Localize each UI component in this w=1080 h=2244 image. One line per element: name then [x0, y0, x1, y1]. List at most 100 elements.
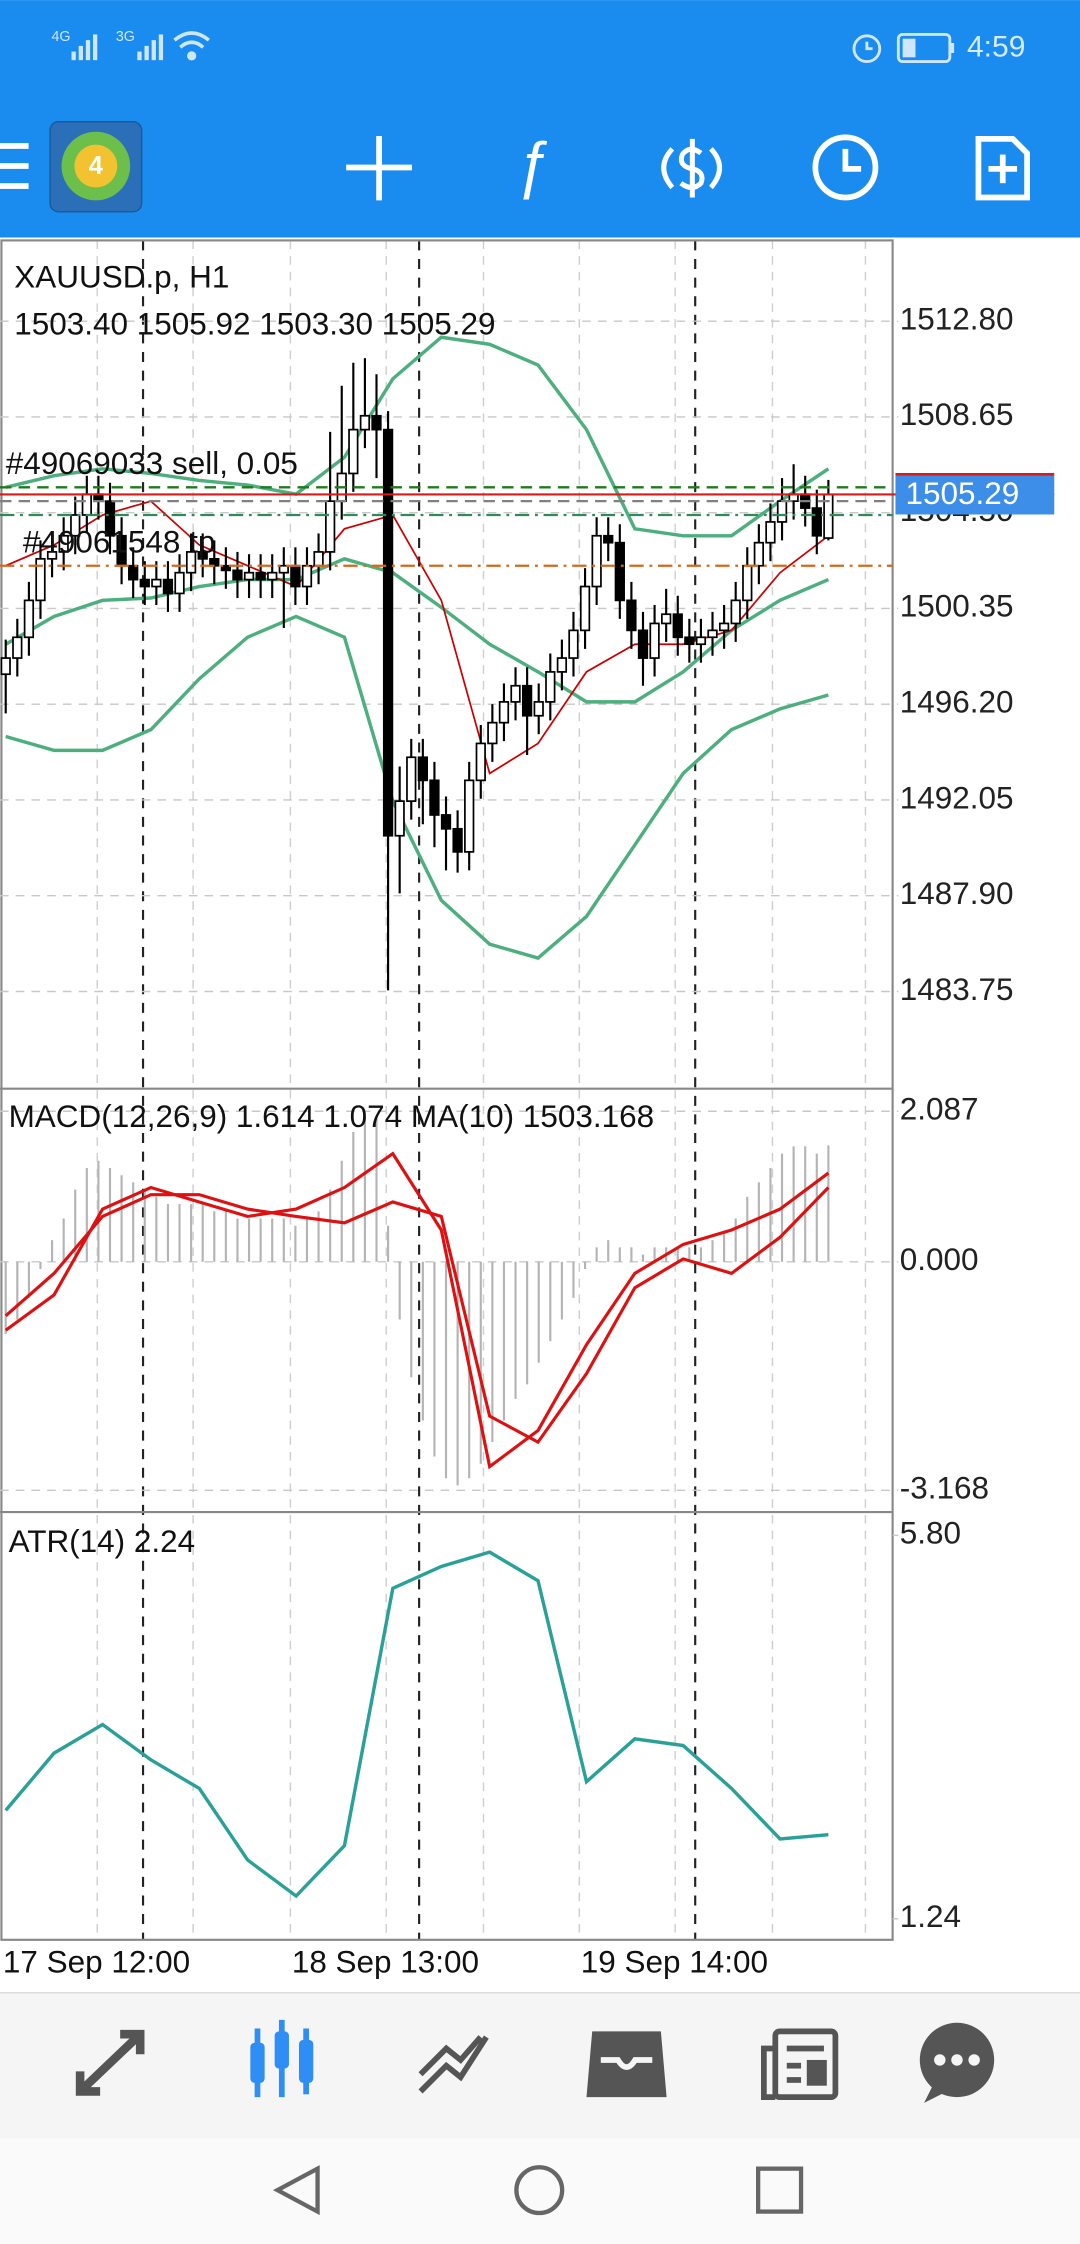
candle-body — [579, 585, 591, 632]
y-tick-label: 1.24 — [900, 1899, 961, 1934]
candle-body — [151, 578, 162, 588]
trade-tab[interactable] — [418, 2035, 489, 2094]
history-tab[interactable] — [586, 2031, 667, 2098]
candle-body — [382, 428, 394, 837]
indicator-line — [4, 1550, 829, 1899]
indicator-line — [5, 335, 830, 538]
candle-body — [301, 564, 313, 588]
candle-body — [232, 569, 243, 581]
candle-body — [185, 551, 197, 574]
trade-button[interactable] — [661, 138, 723, 198]
clock: 4:59 — [967, 31, 1025, 64]
y-tick-label: 1487.90 — [900, 876, 1014, 911]
indicators-button[interactable]: ƒ — [515, 130, 550, 200]
chat-tab[interactable] — [919, 2022, 995, 2103]
candle-body — [603, 534, 614, 544]
y-tick-label: 1500.35 — [900, 589, 1014, 624]
y-tick-label: 2.087 — [900, 1092, 979, 1127]
candle-body — [684, 636, 695, 646]
candle-body — [278, 564, 289, 574]
macd-line — [4, 1151, 830, 1470]
chart-title: XAUUSD.p, H1 — [14, 259, 229, 294]
chart-subtitle: 1503.40 1505.92 1503.30 1505.29 — [14, 307, 495, 342]
order-label: #49061548 tp — [23, 525, 216, 560]
app-logo[interactable]: 4 — [49, 120, 143, 213]
candle-body — [707, 629, 718, 639]
chart-area — [0, 237, 1080, 1993]
candle-body — [58, 534, 69, 553]
candle-body — [220, 564, 232, 572]
y-tick-label: 1496.20 — [900, 685, 1014, 720]
candle-body — [174, 571, 185, 595]
candle-body — [614, 541, 625, 602]
candle-body — [429, 779, 440, 816]
candle-body — [672, 613, 683, 639]
candle-body — [255, 571, 266, 581]
candle-body — [510, 684, 521, 703]
y-tick-label: -3.168 — [900, 1471, 989, 1506]
candle-body — [0, 657, 11, 676]
back-button[interactable] — [272, 2165, 320, 2216]
candle-body — [464, 779, 475, 853]
svg-text:4: 4 — [89, 152, 104, 180]
candle-body — [661, 613, 672, 625]
network-label: 4G — [51, 29, 70, 45]
candle-body — [128, 564, 139, 581]
candle-body — [70, 514, 81, 537]
candle-body — [35, 557, 46, 602]
candle-body — [626, 599, 637, 632]
candle-body — [730, 599, 741, 625]
candle-body — [267, 571, 278, 581]
network-label: 3G — [116, 29, 135, 45]
menu-button[interactable] — [0, 143, 29, 189]
y-tick-label: 1492.05 — [900, 780, 1014, 815]
quotes-tab[interactable] — [75, 2029, 145, 2096]
macd-line — [4, 1186, 830, 1445]
candle-body — [498, 701, 510, 724]
candle-body — [452, 827, 463, 853]
candle-body — [776, 500, 788, 523]
crosshair-button[interactable] — [346, 135, 412, 201]
candle-body — [394, 800, 405, 837]
candle-body — [162, 578, 174, 595]
last-price-label: 1505.29 — [905, 476, 1019, 511]
candle-body — [545, 671, 556, 703]
recents-button[interactable] — [756, 2166, 804, 2214]
candle-body — [348, 428, 359, 475]
signal-icon — [71, 34, 164, 61]
day-separators — [141, 240, 697, 1940]
panel-borders — [0, 239, 894, 1941]
y-tick-label: 1508.65 — [900, 397, 1014, 432]
period-button[interactable] — [812, 134, 879, 201]
candle-body — [695, 636, 707, 646]
x-tick-label: 19 Sep 14:00 — [581, 1944, 768, 1979]
candle-body — [139, 578, 150, 588]
indicator-line — [5, 614, 829, 960]
wifi-icon — [173, 31, 210, 61]
candle-body — [417, 756, 428, 782]
candle-body — [742, 564, 753, 602]
candle-body — [290, 564, 301, 588]
candle-body — [556, 657, 568, 673]
candle-body — [313, 551, 324, 567]
home-button[interactable] — [514, 2165, 565, 2216]
y-tick-label: 5.80 — [900, 1516, 961, 1551]
chart-title: ATR(14) 2.24 — [9, 1524, 196, 1559]
candle-body — [811, 507, 822, 537]
x-tick-label: 17 Sep 12:00 — [3, 1944, 190, 1979]
candle-body — [197, 551, 208, 560]
alarm-icon — [852, 34, 882, 64]
candle-body — [568, 629, 579, 659]
candle-body — [765, 521, 776, 544]
candle-body — [753, 541, 765, 567]
candle-body — [591, 534, 602, 588]
y-tick-label: 0.000 — [900, 1242, 979, 1277]
candle-body — [487, 721, 498, 745]
new-chart-button[interactable] — [975, 135, 1030, 201]
order-label: #49069033 sell, 0.05 — [6, 446, 298, 481]
news-tab[interactable] — [761, 2028, 839, 2101]
candle-body — [81, 493, 92, 516]
chart-tab[interactable] — [250, 2019, 314, 2098]
